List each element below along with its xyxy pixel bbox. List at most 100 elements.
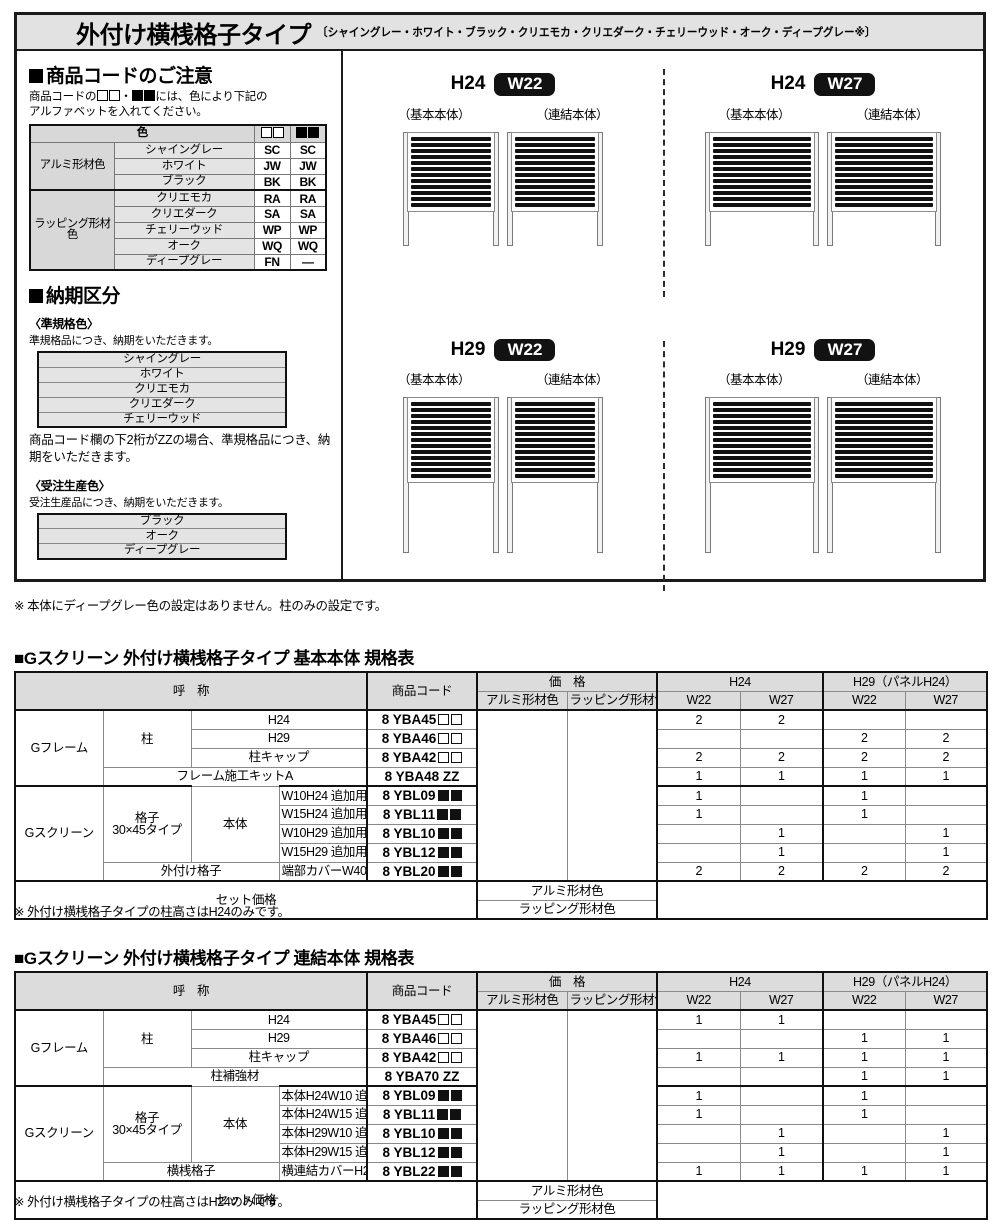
fence-unit	[827, 397, 941, 554]
cell-subgroup: 外付け格子	[102, 861, 280, 882]
white-box-icon	[260, 127, 272, 139]
diagram-area: H24 W22 （基本本体） （連結本体） H24 W27 （基本本体） （連結本体） H2…	[343, 51, 983, 591]
white-box-icon	[451, 732, 463, 744]
cell-qty-h24-w22	[656, 823, 741, 844]
cell-product-code: 8 YBL20	[366, 861, 478, 882]
fence-slat	[515, 148, 595, 153]
made-to-order-title: 〈受注生産色〉	[29, 478, 111, 493]
color-code-black-cell: RA	[289, 189, 327, 207]
color-code-white-cell: RA	[253, 189, 291, 207]
bullet-square-icon	[29, 289, 43, 304]
cell-qty-h29-w27: 1	[904, 1047, 988, 1068]
diagram-h29-w22: H29 W22 （基本本体） （連結本体）	[343, 317, 663, 583]
table-row: 柱補強材 8 YBA70 ZZ 1 1	[15, 1066, 988, 1087]
cell-qty-h24-w22: 2	[656, 747, 741, 768]
table-row: 柱キャップ 8 YBA42 1 1 1 1	[15, 1047, 988, 1068]
black-box-icon	[450, 1108, 462, 1120]
white-box-icon	[438, 732, 450, 744]
fence-slat	[835, 202, 933, 207]
color-name-cell: ブラック	[113, 173, 255, 191]
fence-slat	[835, 408, 933, 413]
table-row: 外付け格子 端部カバーW40 8 YBL20 2 2 2 2	[15, 861, 988, 882]
fence-slat	[515, 432, 595, 437]
color-name-cell: ホワイト	[37, 366, 287, 383]
color-name-cell: ディープグレー	[37, 543, 287, 560]
fence-slat	[835, 136, 933, 141]
color-name-cell: クリエモカ	[113, 189, 255, 207]
cell-qty-h24-w27	[739, 785, 824, 806]
white-box-icon	[96, 90, 108, 101]
width-badge: W27	[814, 338, 876, 362]
fence-slat	[411, 160, 491, 165]
fence-slat	[515, 426, 595, 431]
black-box-icon	[450, 865, 462, 877]
fence-slat	[835, 438, 933, 443]
fence-slat	[713, 190, 811, 195]
white-box-icon	[438, 714, 450, 725]
table-row: Gフレーム柱 H24 8 YBA45 2 2	[14, 709, 988, 882]
fence-slat	[713, 142, 811, 147]
color-name-cell: クリエダーク	[37, 396, 287, 413]
cell-item-name: H24	[190, 709, 368, 730]
cell-qty-h29-w22: 1	[822, 1085, 906, 1106]
cell-qty-h24-w22	[656, 1142, 741, 1163]
cell-qty-h24-w27	[739, 728, 824, 749]
fence-slat	[713, 154, 811, 159]
fence-unit	[403, 397, 499, 554]
table-row: ディープグレー FN —	[30, 253, 327, 271]
fence-slat	[835, 468, 933, 473]
diagram-units	[663, 131, 983, 246]
cell-set-price-wrap: ラッピング形材色	[476, 899, 658, 920]
white-box-icon	[451, 1014, 463, 1025]
fence-slat	[411, 190, 491, 195]
cell-product-code: 8 YBA45	[366, 1009, 478, 1030]
col-header-name: 呼 称	[14, 671, 368, 711]
fence-slat	[713, 408, 811, 413]
fence-panel	[511, 131, 599, 212]
cell-qty-h29-w27: 1	[904, 1123, 988, 1144]
fence-slat	[515, 136, 595, 141]
cell-qty-h29-w27	[904, 709, 988, 730]
fence-slat	[515, 414, 595, 419]
divider-dashed-top	[663, 69, 665, 297]
cell-qty-h24-w27: 1	[739, 1161, 824, 1182]
color-group-cell: ラッピング形材色	[29, 189, 115, 271]
fence-slat	[713, 402, 811, 407]
black-box-icon	[450, 1146, 462, 1158]
fence-panel	[709, 397, 815, 484]
cell-qty-h24-w22: 2	[656, 709, 741, 730]
list-item: シャイングレー	[37, 351, 287, 368]
color-code-table: 色アルミ形材色 シャイングレー SC SC ホワイト JW JW ブラック BK BK ラッピング形…	[29, 124, 327, 272]
list-item: ブラック	[37, 513, 287, 530]
cell-product-code: 8 YBA46	[366, 1028, 478, 1049]
table-row: ラッピング形材色 クリエモカ RA RA	[29, 189, 327, 271]
table-row: セット価格 アルミ形材色	[14, 880, 988, 920]
col-header-price-alu: アルミ形材色	[476, 690, 568, 711]
height-label: H29	[450, 338, 486, 360]
col-header-h24-w27: W27	[739, 690, 824, 711]
col-header-price-alu: アルミ形材色	[476, 990, 568, 1011]
fence-slat	[713, 456, 811, 461]
caption-base-unit: （基本本体）	[397, 107, 471, 122]
color-name-cell: ディープグレー	[113, 253, 255, 271]
color-code-black-cell: JW	[289, 157, 327, 175]
color-code-white-cell: WP	[253, 221, 291, 239]
table-row: Gスクリーン 格子 30×45タイプ 本体 W10H24 追加用 8 YBL09 1 1	[14, 785, 988, 882]
cell-qty-h29-w22	[822, 842, 906, 863]
cell-set-price-label: セット価格	[14, 880, 478, 920]
delivery-heading: 納期区分	[29, 281, 331, 308]
fence-slat	[411, 462, 491, 467]
fence-slat	[713, 468, 811, 473]
color-code-black-cell: SC	[289, 141, 327, 159]
fence-slat	[713, 202, 811, 207]
fence-slat	[411, 474, 491, 479]
fence-slat	[835, 420, 933, 425]
cell-qty-h29-w22: 1	[822, 766, 906, 787]
cell-item-name: H29	[190, 1028, 368, 1049]
black-box-icon	[437, 790, 449, 801]
cell-product-code: 8 YBL09	[366, 1085, 478, 1106]
diagram-h24-w27: H24 W27 （基本本体） （連結本体）	[663, 51, 983, 317]
white-box-icon	[451, 751, 463, 763]
